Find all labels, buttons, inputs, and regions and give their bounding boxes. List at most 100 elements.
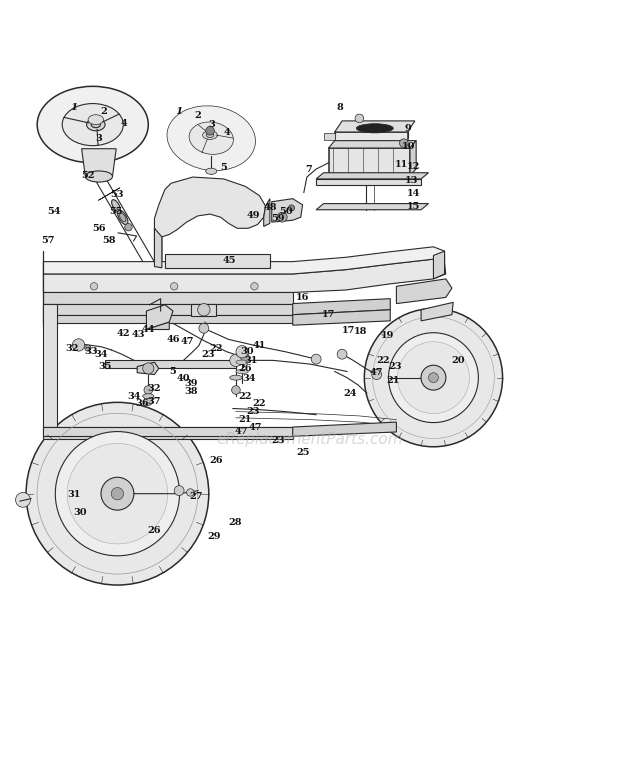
Circle shape	[397, 342, 469, 413]
Circle shape	[73, 339, 85, 351]
Polygon shape	[43, 292, 293, 303]
Polygon shape	[410, 140, 416, 176]
Text: 3: 3	[208, 120, 215, 129]
Text: 37: 37	[148, 396, 161, 406]
Polygon shape	[137, 362, 159, 374]
Text: 26: 26	[210, 456, 223, 466]
Text: eReplacementParts.com: eReplacementParts.com	[216, 432, 404, 447]
Text: 22: 22	[376, 356, 389, 365]
Text: 10: 10	[402, 142, 415, 151]
Ellipse shape	[62, 104, 123, 146]
Polygon shape	[316, 179, 421, 185]
Text: 49: 49	[247, 211, 260, 220]
Circle shape	[187, 489, 194, 496]
Circle shape	[144, 385, 153, 395]
Polygon shape	[154, 229, 162, 268]
Polygon shape	[329, 140, 416, 148]
Ellipse shape	[120, 213, 126, 222]
Text: 47: 47	[370, 368, 383, 378]
Text: 21: 21	[387, 376, 400, 385]
Polygon shape	[324, 133, 335, 140]
Text: 29: 29	[208, 533, 221, 541]
Circle shape	[91, 282, 98, 290]
Text: 54: 54	[47, 207, 61, 215]
Polygon shape	[293, 310, 390, 325]
Ellipse shape	[203, 131, 218, 140]
Circle shape	[170, 282, 178, 290]
Polygon shape	[433, 251, 445, 279]
Polygon shape	[99, 188, 120, 200]
Text: 21: 21	[239, 415, 252, 424]
Circle shape	[85, 345, 91, 351]
Text: 52: 52	[81, 171, 94, 179]
Text: 27: 27	[189, 491, 203, 501]
Text: 19: 19	[381, 332, 394, 340]
Text: 43: 43	[131, 330, 145, 339]
Ellipse shape	[167, 106, 255, 171]
Circle shape	[67, 444, 167, 544]
Text: 44: 44	[141, 325, 155, 334]
Ellipse shape	[206, 133, 214, 137]
Text: 45: 45	[223, 256, 236, 265]
Polygon shape	[43, 303, 57, 427]
Polygon shape	[335, 121, 415, 132]
Text: 15: 15	[407, 201, 420, 211]
Circle shape	[311, 354, 321, 364]
Polygon shape	[154, 229, 162, 261]
Text: 11: 11	[395, 160, 408, 169]
Circle shape	[26, 402, 209, 585]
Ellipse shape	[206, 168, 217, 175]
Circle shape	[355, 114, 364, 122]
Text: 58: 58	[103, 236, 116, 245]
Circle shape	[277, 212, 287, 222]
Text: 26: 26	[148, 526, 161, 535]
Text: 31: 31	[68, 491, 81, 499]
Text: 32: 32	[148, 385, 161, 393]
Text: 17: 17	[322, 310, 335, 319]
Text: 26: 26	[239, 364, 252, 373]
Text: 41: 41	[253, 341, 266, 350]
Text: 22: 22	[252, 399, 266, 408]
Text: 47: 47	[249, 423, 262, 431]
Text: 22: 22	[239, 392, 252, 401]
Text: 1: 1	[71, 103, 78, 112]
Polygon shape	[396, 279, 452, 303]
Ellipse shape	[91, 122, 100, 128]
Polygon shape	[264, 199, 270, 226]
Text: 23: 23	[271, 436, 285, 445]
Text: 40: 40	[177, 374, 190, 384]
Text: 31: 31	[245, 356, 258, 365]
Circle shape	[389, 333, 479, 423]
Text: 4: 4	[223, 127, 230, 136]
Circle shape	[16, 492, 30, 507]
Text: 38: 38	[185, 387, 198, 395]
Text: 17: 17	[342, 326, 355, 335]
Circle shape	[232, 385, 241, 395]
Text: 1: 1	[175, 107, 183, 116]
Text: 36: 36	[135, 399, 149, 408]
Text: 12: 12	[407, 162, 420, 171]
Polygon shape	[146, 305, 173, 329]
Text: 18: 18	[354, 328, 367, 336]
Text: 9: 9	[404, 124, 411, 133]
Polygon shape	[43, 246, 445, 274]
Text: 13: 13	[405, 176, 418, 185]
Text: 35: 35	[99, 362, 112, 371]
Circle shape	[421, 365, 446, 390]
Text: 16: 16	[296, 293, 309, 302]
Text: 56: 56	[92, 224, 105, 232]
Text: 23: 23	[247, 407, 260, 416]
Polygon shape	[421, 303, 453, 321]
Ellipse shape	[37, 87, 148, 163]
Circle shape	[428, 373, 438, 383]
Circle shape	[288, 205, 294, 211]
Text: 28: 28	[228, 518, 241, 527]
Text: 53: 53	[111, 190, 124, 200]
Text: 48: 48	[263, 204, 277, 212]
Ellipse shape	[236, 352, 248, 356]
Text: 34: 34	[95, 349, 108, 359]
Text: 2: 2	[100, 107, 107, 115]
Text: 14: 14	[407, 190, 420, 198]
Ellipse shape	[236, 360, 248, 364]
Text: 5: 5	[220, 163, 227, 172]
